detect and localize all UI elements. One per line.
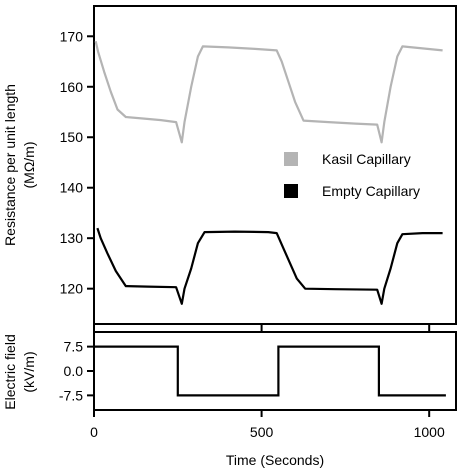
resistance-y-axis-label: Resistance per unit length <box>2 84 18 246</box>
resistance-y-axis-unit: (MΩ/m) <box>21 141 37 188</box>
resistance-y-tick-label: 120 <box>60 281 84 297</box>
resistance-plot-frame <box>93 5 457 325</box>
legend-label-empty: Empty Capillary <box>322 183 420 199</box>
kasil-capillary-line <box>94 41 443 144</box>
legend-label-kasil: Kasil Capillary <box>322 151 411 167</box>
electric-field-line <box>94 345 446 397</box>
legend-swatch-kasil <box>284 152 298 166</box>
x-axis-label: Time (Seconds) <box>226 452 324 468</box>
field-y-axis-label: Electric field <box>2 334 18 409</box>
field-y-tick-label: -7.5 <box>59 387 83 403</box>
field-y-tick-label: 7.5 <box>64 339 84 355</box>
resistance-y-tick-label: 130 <box>60 230 84 246</box>
field-y-tick-label: 0.0 <box>64 363 84 379</box>
legend: Kasil Capillary Empty Capillary <box>284 151 420 199</box>
resistance-y-tick-label: 160 <box>60 79 84 95</box>
x-tick-label: 0 <box>90 424 98 440</box>
x-tick-label: 1000 <box>414 424 445 440</box>
electric-field-plot-frame <box>93 331 457 411</box>
x-tick-label: 500 <box>250 424 274 440</box>
legend-swatch-empty <box>284 184 298 198</box>
field-y-axis-unit: (kV/m) <box>21 351 37 392</box>
resistance-y-tick-label: 150 <box>60 129 84 145</box>
resistance-y-tick-label: 170 <box>60 28 84 44</box>
resistance-y-tick-label: 140 <box>60 180 84 196</box>
empty-capillary-line <box>96 227 443 305</box>
electric-field-plot: 7.5 0.0 -7.5 Electric field (kV/m) <box>2 331 457 411</box>
resistance-plot: 120 130 140 150 160 170 Resistance per unit l… <box>2 5 457 325</box>
